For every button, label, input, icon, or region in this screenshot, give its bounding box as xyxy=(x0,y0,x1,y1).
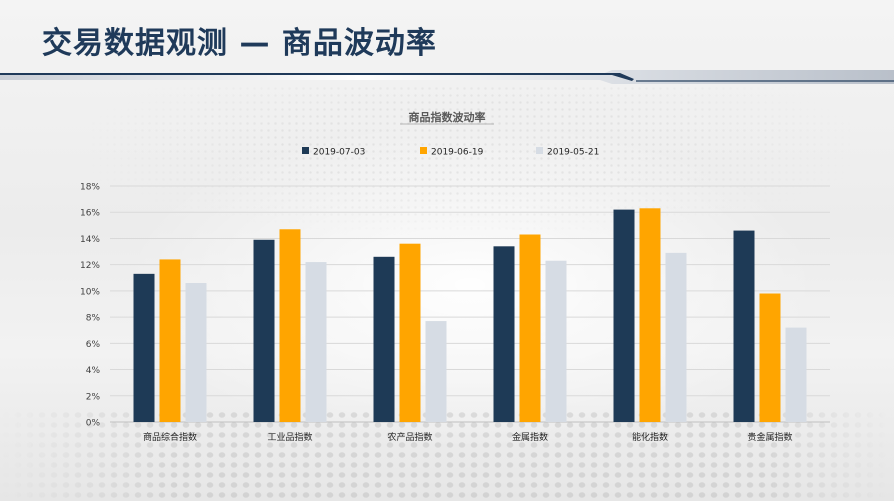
y-tick-label: 16% xyxy=(80,209,100,219)
bar-3-6 xyxy=(785,327,807,422)
legend-label: 2019-05-21 xyxy=(547,148,599,158)
y-axis-ticks: 0% 2% 4% 6% 8% 10% 12% 14% 16% 18% xyxy=(80,183,100,429)
bar-2-2 xyxy=(279,229,301,422)
x-axis-ticks: 商品综合指数 工业品指数 农产品指数 金属指数 能化指数 贵金属指数 xyxy=(143,431,793,443)
x-tick-label: 商品综合指数 xyxy=(143,431,197,443)
x-tick-label: 金属指数 xyxy=(512,431,548,443)
y-tick-label: 18% xyxy=(80,183,100,193)
bar-1-4 xyxy=(493,246,515,422)
header-band xyxy=(0,70,894,84)
bar-2-1 xyxy=(159,259,181,422)
y-tick-label: 12% xyxy=(80,261,100,271)
legend: 2019-07-03 2019-06-19 2019-05-21 xyxy=(302,147,599,158)
bar-3-3 xyxy=(425,321,447,422)
bar-1-1 xyxy=(133,273,155,422)
bar-3-2 xyxy=(305,262,327,422)
bar-2-3 xyxy=(399,243,421,422)
world-map-dots xyxy=(90,85,850,235)
x-tick-label: 能化指数 xyxy=(632,431,668,443)
bar-2-4 xyxy=(519,234,541,422)
bar-2-6 xyxy=(759,293,781,422)
bar-1-3 xyxy=(373,256,395,422)
x-tick-label: 工业品指数 xyxy=(267,431,312,443)
legend-swatch xyxy=(302,147,309,154)
x-tick-label: 贵金属指数 xyxy=(747,431,792,443)
bar-3-1 xyxy=(185,283,207,422)
bars xyxy=(133,208,807,422)
legend-swatch xyxy=(536,147,543,154)
bar-2-5 xyxy=(639,208,661,422)
chart-title: 商品指数波动率 xyxy=(409,110,486,124)
x-tick-label: 农产品指数 xyxy=(387,431,432,443)
bar-1-5 xyxy=(613,209,635,422)
y-tick-label: 4% xyxy=(86,366,101,376)
y-tick-label: 0% xyxy=(86,419,101,429)
legend-label: 2019-06-19 xyxy=(431,148,484,158)
hexagon-pattern xyxy=(0,410,894,501)
grid-lines xyxy=(110,185,830,423)
y-tick-label: 2% xyxy=(86,392,101,402)
y-tick-label: 6% xyxy=(86,340,101,350)
y-tick-label: 8% xyxy=(86,314,101,324)
y-tick-label: 10% xyxy=(80,287,100,297)
bar-1-2 xyxy=(253,239,275,422)
page-title: 交易数据观测 — 商品波动率 xyxy=(42,26,437,61)
y-tick-label: 14% xyxy=(80,235,100,245)
legend-swatch xyxy=(420,147,427,154)
bar-1-6 xyxy=(733,230,755,422)
bar-3-5 xyxy=(665,252,687,422)
bar-3-4 xyxy=(545,260,567,422)
legend-label: 2019-07-03 xyxy=(313,148,365,158)
